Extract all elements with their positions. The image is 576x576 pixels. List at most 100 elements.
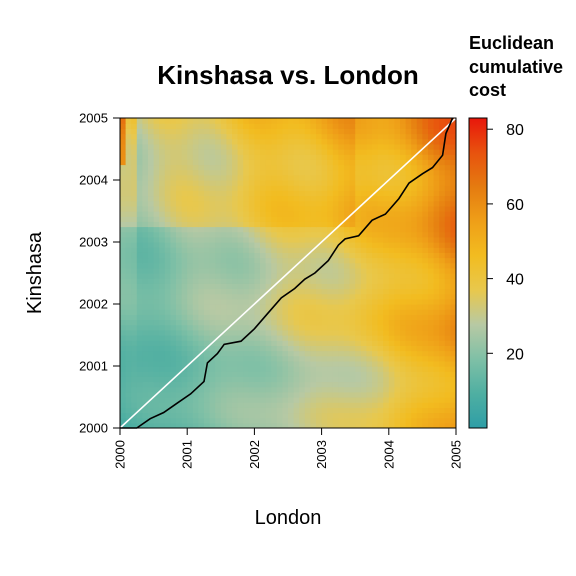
heatmap-cell — [260, 267, 267, 274]
heatmap-cell — [360, 143, 367, 150]
heatmap-cell — [164, 422, 171, 428]
heatmap-cell — [338, 195, 345, 202]
heatmap-cell — [276, 252, 283, 259]
heatmap-cell — [220, 216, 227, 222]
heatmap-cell — [276, 417, 283, 424]
heatmap-cell — [304, 195, 311, 202]
heatmap-cell — [433, 371, 440, 377]
heatmap-cell — [366, 143, 373, 150]
heatmap-cell — [344, 262, 351, 269]
heatmap-cell — [153, 340, 160, 346]
heatmap-cell — [237, 231, 244, 238]
heatmap-cell — [220, 190, 227, 197]
heatmap-cell — [209, 386, 216, 393]
heatmap-cell — [276, 138, 283, 145]
heatmap-cell — [355, 164, 362, 171]
heatmap-cell — [159, 355, 166, 362]
heatmap-cell — [405, 422, 412, 428]
heatmap-cell — [159, 221, 166, 228]
heatmap-cell — [260, 174, 267, 181]
heatmap-cell — [383, 118, 390, 124]
heatmap-cell — [204, 205, 211, 212]
heatmap-cell — [226, 174, 233, 181]
heatmap-cell — [120, 195, 127, 202]
heatmap-cell — [400, 138, 407, 145]
heatmap-cell — [170, 242, 177, 248]
heatmap-cell — [204, 371, 211, 377]
heatmap-cell — [187, 226, 194, 233]
heatmap-cell — [260, 360, 267, 367]
heatmap-cell — [372, 324, 379, 331]
heatmap-cell — [125, 138, 132, 145]
heatmap-cell — [159, 138, 166, 145]
heatmap-cell — [131, 180, 138, 186]
heatmap-cell — [237, 205, 244, 212]
heatmap-cell — [433, 412, 440, 419]
heatmap-cell — [136, 143, 143, 150]
heatmap-cell — [400, 278, 407, 284]
heatmap-cell — [332, 133, 339, 140]
heatmap-cell — [304, 319, 311, 326]
heatmap-cell — [422, 123, 429, 129]
heatmap-cell — [232, 376, 239, 383]
heatmap-cell — [299, 324, 306, 331]
heatmap-cell — [439, 257, 446, 264]
heatmap-cell — [428, 397, 435, 403]
heatmap-cell — [377, 118, 384, 124]
heatmap-cell — [411, 335, 418, 341]
heatmap-cell — [142, 319, 149, 326]
heatmap-cell — [120, 304, 127, 310]
heatmap-cell — [125, 164, 132, 171]
heatmap-cell — [142, 324, 149, 331]
heatmap-cell — [198, 128, 205, 135]
heatmap-cell — [360, 412, 367, 419]
heatmap-cell — [265, 293, 272, 300]
heatmap-cell — [332, 288, 339, 295]
heatmap-cell — [181, 340, 188, 346]
heatmap-cell — [332, 154, 339, 160]
heatmap-cell — [131, 278, 138, 284]
heatmap-cell — [153, 417, 160, 424]
heatmap-cell — [288, 143, 295, 150]
heatmap-cell — [394, 262, 401, 269]
heatmap-cell — [204, 386, 211, 393]
heatmap-cell — [293, 355, 300, 362]
heatmap-cell — [377, 190, 384, 197]
heatmap-cell — [383, 381, 390, 388]
heatmap-cell — [360, 298, 367, 305]
heatmap-cell — [416, 262, 423, 269]
heatmap-cell — [332, 412, 339, 419]
heatmap-cell — [136, 211, 143, 217]
heatmap-cell — [125, 314, 132, 321]
heatmap-cell — [288, 118, 295, 124]
heatmap-cell — [405, 402, 412, 408]
heatmap-cell — [226, 422, 233, 428]
heatmap-cell — [299, 319, 306, 326]
heatmap-cell — [332, 340, 339, 346]
heatmap-cell — [293, 226, 300, 233]
heatmap-cell — [204, 407, 211, 414]
heatmap-cell — [349, 128, 356, 135]
heatmap-cell — [226, 190, 233, 197]
heatmap-cell — [377, 211, 384, 217]
heatmap-cell — [433, 402, 440, 408]
heatmap-cell — [120, 283, 127, 290]
heatmap-cell — [204, 242, 211, 248]
heatmap-cell — [125, 154, 132, 160]
heatmap-cell — [148, 298, 155, 305]
heatmap-cell — [237, 319, 244, 326]
heatmap-cell — [232, 386, 239, 393]
heatmap-cell — [422, 185, 429, 191]
heatmap-cell — [226, 397, 233, 403]
heatmap-cell — [148, 386, 155, 393]
heatmap-cell — [450, 324, 456, 331]
heatmap-cell — [198, 221, 205, 228]
heatmap-cell — [170, 309, 177, 315]
heatmap-cell — [148, 257, 155, 264]
heatmap-cell — [153, 159, 160, 166]
heatmap-cell — [383, 164, 390, 171]
heatmap-cell — [142, 138, 149, 145]
heatmap-cell — [338, 391, 345, 398]
heatmap-cell — [288, 422, 295, 428]
heatmap-cell — [344, 360, 351, 367]
